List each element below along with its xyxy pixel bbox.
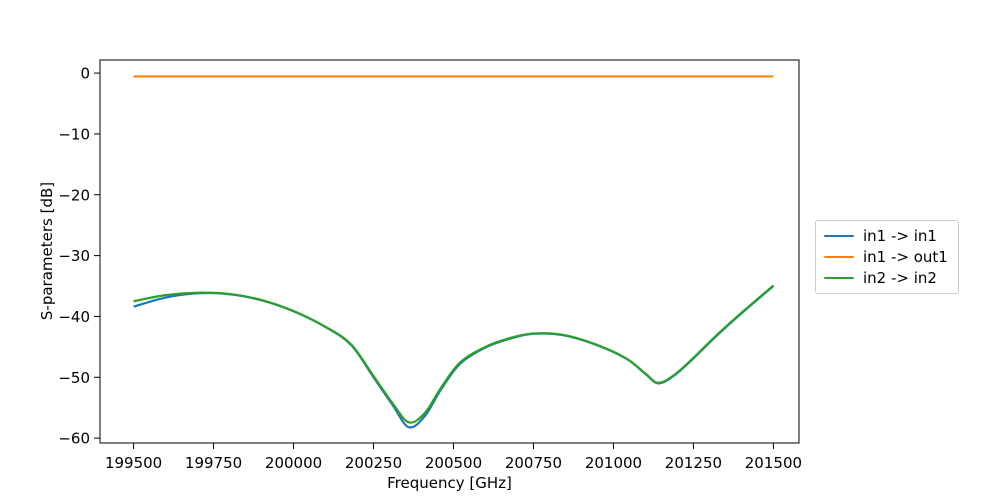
x-tick-label: 200000 bbox=[265, 454, 322, 472]
y-tick-label: −60 bbox=[58, 430, 90, 448]
x-tick-label: 200500 bbox=[425, 454, 482, 472]
x-tick-label: 201250 bbox=[665, 454, 722, 472]
x-tick-label: 199750 bbox=[185, 454, 242, 472]
legend: in1 -> in1 in1 -> out1 in2 -> in2 bbox=[815, 220, 959, 294]
y-tick-label: −20 bbox=[58, 186, 90, 204]
legend-item: in2 -> in2 bbox=[824, 270, 948, 286]
series-line-in1-in1 bbox=[133, 285, 775, 429]
x-tick-label: 200250 bbox=[345, 454, 402, 472]
legend-item: in1 -> in1 bbox=[824, 228, 948, 244]
y-tick-label: −40 bbox=[58, 308, 90, 326]
x-tick-label: 201000 bbox=[585, 454, 642, 472]
legend-line-swatch-green bbox=[824, 276, 854, 280]
x-axis-label: Frequency [GHz] bbox=[387, 474, 512, 492]
legend-item: in1 -> out1 bbox=[824, 249, 948, 265]
x-tick-label: 199500 bbox=[105, 454, 162, 472]
y-axis-label: S-parameters [dB] bbox=[38, 181, 56, 321]
y-tick-label: −30 bbox=[58, 247, 90, 265]
legend-line-swatch-blue bbox=[824, 234, 854, 238]
axes-frame bbox=[99, 59, 800, 444]
y-tick-label: 0 bbox=[80, 65, 90, 83]
y-tick-label: −10 bbox=[58, 125, 90, 143]
x-tick-label: 200750 bbox=[505, 454, 562, 472]
legend-label: in2 -> in2 bbox=[863, 268, 937, 287]
legend-line-swatch-orange bbox=[824, 255, 854, 259]
legend-label: in1 -> out1 bbox=[863, 247, 948, 266]
y-tick-label: −50 bbox=[58, 369, 90, 387]
x-tick-label: 201500 bbox=[745, 454, 802, 472]
legend-label: in1 -> in1 bbox=[863, 226, 937, 245]
series-line-in2-in2 bbox=[133, 284, 775, 424]
